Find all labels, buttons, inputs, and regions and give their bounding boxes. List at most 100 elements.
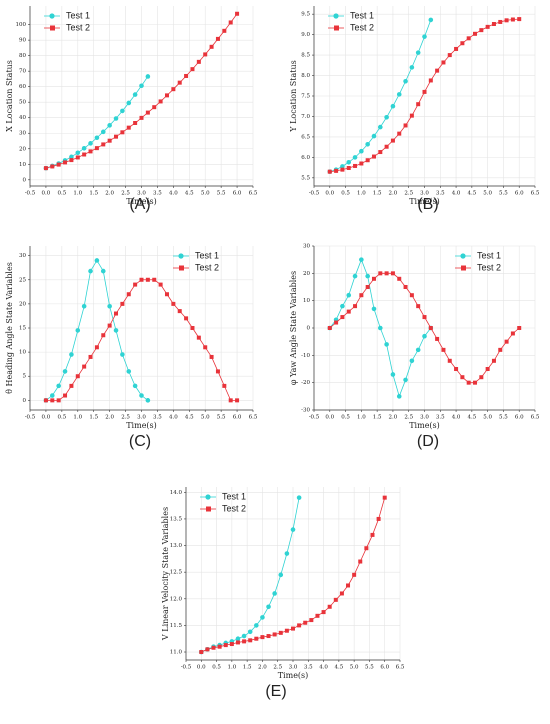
legend-marker bbox=[461, 265, 466, 271]
point bbox=[403, 377, 408, 383]
point bbox=[498, 347, 503, 352]
point bbox=[82, 152, 87, 157]
point bbox=[346, 309, 351, 314]
y-tick-label: 30 bbox=[19, 131, 26, 137]
x-tick-label: 5.0 bbox=[350, 665, 359, 671]
point bbox=[390, 138, 395, 143]
point bbox=[352, 572, 357, 577]
point bbox=[479, 28, 484, 33]
point bbox=[466, 36, 471, 41]
x-tick-label: 3.5 bbox=[304, 665, 313, 671]
point bbox=[296, 495, 302, 500]
x-tick-label: 2.0 bbox=[105, 415, 114, 421]
point bbox=[205, 647, 210, 652]
y-axis-title: V Linear Velocity State Variables bbox=[161, 507, 170, 641]
point bbox=[171, 87, 176, 92]
y-tick-label: 30 bbox=[303, 244, 310, 250]
y-tick-label: 50 bbox=[19, 100, 26, 106]
point bbox=[132, 383, 138, 389]
point bbox=[100, 268, 106, 274]
point bbox=[229, 642, 234, 647]
point bbox=[107, 138, 112, 143]
point bbox=[139, 83, 144, 89]
y-tick-label: 7.5 bbox=[301, 94, 310, 100]
y-tick-label: 80 bbox=[19, 53, 26, 59]
point bbox=[158, 282, 163, 287]
point bbox=[152, 105, 157, 110]
x-tick-label: 4.5 bbox=[334, 665, 343, 671]
point bbox=[479, 375, 484, 380]
x-tick-label: 2.5 bbox=[404, 415, 413, 421]
y-tick-label: 60 bbox=[19, 84, 26, 90]
point bbox=[145, 277, 150, 282]
x-tick-label: 1.5 bbox=[89, 415, 98, 421]
point bbox=[133, 282, 138, 287]
point bbox=[291, 626, 295, 631]
x-tick-label: 5.0 bbox=[201, 191, 210, 197]
point bbox=[371, 154, 376, 159]
point bbox=[228, 398, 233, 403]
point bbox=[409, 293, 414, 298]
x-tick-label: 5.0 bbox=[483, 191, 492, 197]
point bbox=[69, 158, 74, 163]
point bbox=[43, 398, 48, 403]
x-tick-label: 3.0 bbox=[289, 665, 298, 671]
point bbox=[327, 326, 332, 330]
y-tick-label: 13.0 bbox=[170, 543, 183, 549]
x-axis-title: Time(s) bbox=[409, 197, 440, 206]
y-tick-label: 8.5 bbox=[301, 53, 310, 59]
point bbox=[327, 169, 332, 174]
point bbox=[378, 124, 383, 130]
point bbox=[491, 358, 496, 363]
x-tick-label: 3.0 bbox=[420, 415, 429, 421]
point bbox=[88, 141, 93, 146]
chart: -0.5 0.0 0.5 1.0 1.5 2.0 2.5 3.0 3.5 4.0 4.5 5.0 5.5… bbox=[289, 244, 540, 451]
x-tick-label: 5.5 bbox=[499, 191, 508, 197]
legend-marker bbox=[179, 265, 184, 271]
chart: -0.5 0.0 0.5 1.0 1.5 2.0 2.5 3.0 3.5 4.0 4.5 5.0 5.5… bbox=[5, 6, 258, 213]
x-tick-label: 4.5 bbox=[467, 415, 476, 421]
x-tick-label: 1.5 bbox=[89, 191, 98, 197]
y-axis-title: X Location Status bbox=[5, 60, 14, 132]
x-tick-label: 2.5 bbox=[404, 191, 413, 197]
legend-marker bbox=[206, 506, 211, 512]
legend-label: Test 1 bbox=[477, 250, 501, 260]
x-tick-label: 2.0 bbox=[105, 191, 114, 197]
point bbox=[428, 326, 433, 330]
point bbox=[260, 615, 265, 620]
point bbox=[75, 328, 81, 333]
x-tick-label: -0.5 bbox=[25, 415, 36, 421]
legend-label: Test 1 bbox=[222, 491, 246, 501]
x-tick-label: 2.5 bbox=[273, 665, 282, 671]
point bbox=[203, 52, 208, 57]
point bbox=[56, 383, 61, 389]
point bbox=[223, 643, 228, 648]
point bbox=[145, 74, 151, 79]
point bbox=[384, 144, 389, 149]
legend-label: Test 1 bbox=[66, 10, 90, 20]
point bbox=[120, 352, 125, 357]
point bbox=[242, 639, 247, 644]
point bbox=[334, 320, 339, 325]
y-tick-label: 7.0 bbox=[301, 114, 310, 120]
x-tick-label: 6.5 bbox=[531, 415, 540, 421]
x-tick-label: 4.0 bbox=[319, 665, 328, 671]
panel-label: (D) bbox=[417, 433, 439, 450]
point bbox=[422, 34, 427, 39]
x-tick-label: 5.5 bbox=[217, 191, 226, 197]
point bbox=[56, 398, 61, 403]
point bbox=[69, 383, 74, 388]
point bbox=[340, 315, 345, 320]
point bbox=[447, 53, 452, 58]
x-tick-label: 6.0 bbox=[380, 665, 389, 671]
point bbox=[158, 99, 163, 104]
point bbox=[266, 634, 271, 639]
point bbox=[409, 358, 415, 364]
point bbox=[114, 311, 119, 316]
point bbox=[422, 89, 427, 94]
x-tick-label: 4.0 bbox=[169, 191, 178, 197]
point bbox=[473, 380, 478, 385]
point bbox=[441, 347, 446, 352]
point bbox=[378, 150, 383, 155]
y-tick-label: 8.0 bbox=[301, 73, 310, 79]
